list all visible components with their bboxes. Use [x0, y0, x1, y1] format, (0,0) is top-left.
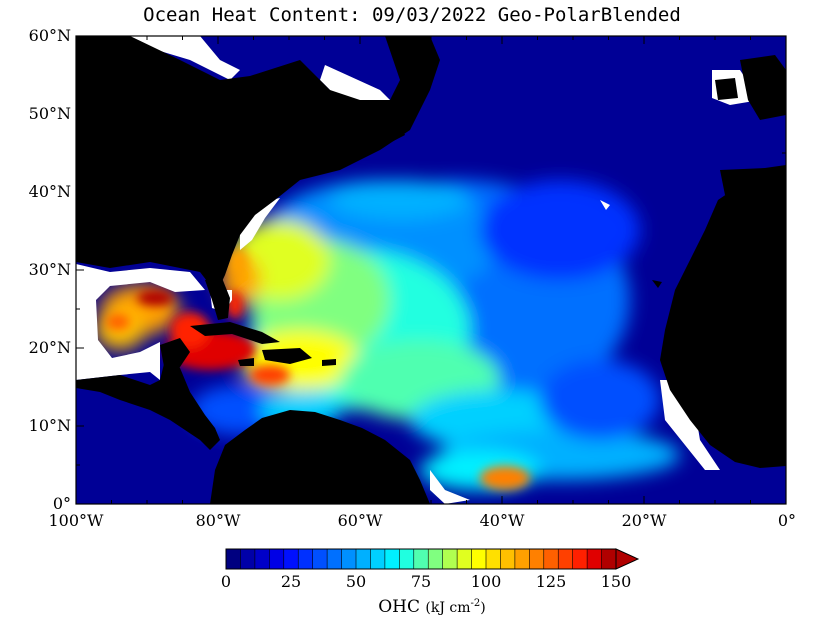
y-tick-label: 40°N — [29, 182, 71, 201]
colorbar-swatch — [370, 549, 386, 569]
colorbar-swatch — [327, 549, 343, 569]
colorbar-swatch — [413, 549, 429, 569]
colorbar-swatch — [558, 549, 574, 569]
ohc-field — [95, 180, 680, 490]
y-tick-label: 60°N — [29, 26, 71, 45]
colorbar-swatch — [384, 549, 400, 569]
british-isles — [740, 55, 786, 120]
x-tick-label: 80°W — [196, 511, 241, 530]
colorbar-swatch — [283, 549, 299, 569]
x-axis: 100°W 80°W 60°W 40°W 20°W 0° — [49, 36, 796, 530]
newfoundland — [350, 110, 405, 148]
hispaniola — [262, 348, 312, 364]
colorbar-swatch — [298, 549, 314, 569]
x-tick-label: 60°W — [338, 511, 383, 530]
colorbar-label-exp: -2 — [471, 598, 481, 609]
colorbar-label-main: OHC — [378, 597, 420, 617]
x-tick-label: 20°W — [622, 511, 667, 530]
y-axis: 0° 10°N 20°N 30°N 40°N 50°N 60°N — [29, 26, 786, 513]
colorbar-tick-label: 100 — [471, 572, 502, 591]
colorbar-frame — [225, 548, 617, 570]
colorbar-swatch — [500, 549, 516, 569]
land-masses — [76, 36, 786, 504]
colorbar-swatch — [457, 549, 473, 569]
x-tick-label: 100°W — [49, 511, 105, 530]
puerto-rico — [322, 359, 336, 366]
y-tick-label: 30°N — [29, 260, 71, 279]
colorbar-swatch — [572, 549, 588, 569]
colorbar-swatch — [269, 549, 285, 569]
colorbar-swatch — [514, 549, 530, 569]
iberia — [720, 165, 786, 200]
colorbar-swatch — [399, 549, 415, 569]
nova-scotia — [315, 140, 350, 168]
colorbar-label: OHC (kJ cm-2) — [378, 597, 486, 617]
colorbar-tick-label: 0 — [221, 572, 231, 591]
colorbar-swatch — [601, 549, 617, 569]
yucatan — [160, 338, 190, 372]
colorbar-swatch — [543, 549, 559, 569]
south-america — [210, 410, 430, 504]
colorbar-swatch — [254, 549, 270, 569]
y-tick-label: 20°N — [29, 338, 71, 357]
colorbar-swatch — [486, 549, 501, 569]
colorbar-swatch — [587, 549, 603, 569]
map-title: Ocean Heat Content: 09/03/2022 Geo-Polar… — [143, 4, 681, 26]
africa — [660, 185, 786, 468]
jamaica — [238, 358, 254, 366]
colorbar-swatch — [356, 549, 371, 569]
colorbar-extend-arrow — [615, 548, 640, 570]
colorbar-swatch — [240, 549, 256, 569]
y-tick-label: 0° — [53, 494, 71, 513]
x-tick-label: 0° — [778, 511, 796, 530]
colorbar — [225, 548, 640, 570]
canary-islands — [652, 280, 662, 288]
colorbar-ticks: 0 25 50 75 100 125 150 — [221, 572, 631, 591]
colorbar-tick-label: 25 — [281, 572, 301, 591]
colorbar-tick-label: 50 — [346, 572, 366, 591]
ohc-hotspots — [106, 248, 530, 490]
colorbar-tick-label: 75 — [411, 572, 431, 591]
north-america — [76, 36, 440, 290]
colorbar-swatch — [312, 549, 328, 569]
colorbar-swatch — [428, 549, 444, 569]
y-tick-label: 10°N — [29, 416, 71, 435]
colorbar-swatch — [529, 549, 545, 569]
colorbar-swatch — [341, 549, 357, 569]
map-area — [76, 36, 786, 504]
ireland — [715, 78, 738, 100]
florida — [205, 278, 230, 320]
colorbar-swatch — [471, 549, 487, 569]
colorbar-swatch — [442, 549, 458, 569]
y-tick-label: 50°N — [29, 104, 71, 123]
cuba — [190, 322, 280, 344]
colorbar-tick-label: 150 — [601, 572, 632, 591]
colorbar-swatch — [226, 549, 241, 569]
x-tick-label: 40°W — [480, 511, 525, 530]
mexico-central-america — [76, 360, 220, 450]
colorbar-tick-label: 125 — [536, 572, 567, 591]
colorbar-label-units: (kJ cm-2) — [425, 598, 485, 616]
